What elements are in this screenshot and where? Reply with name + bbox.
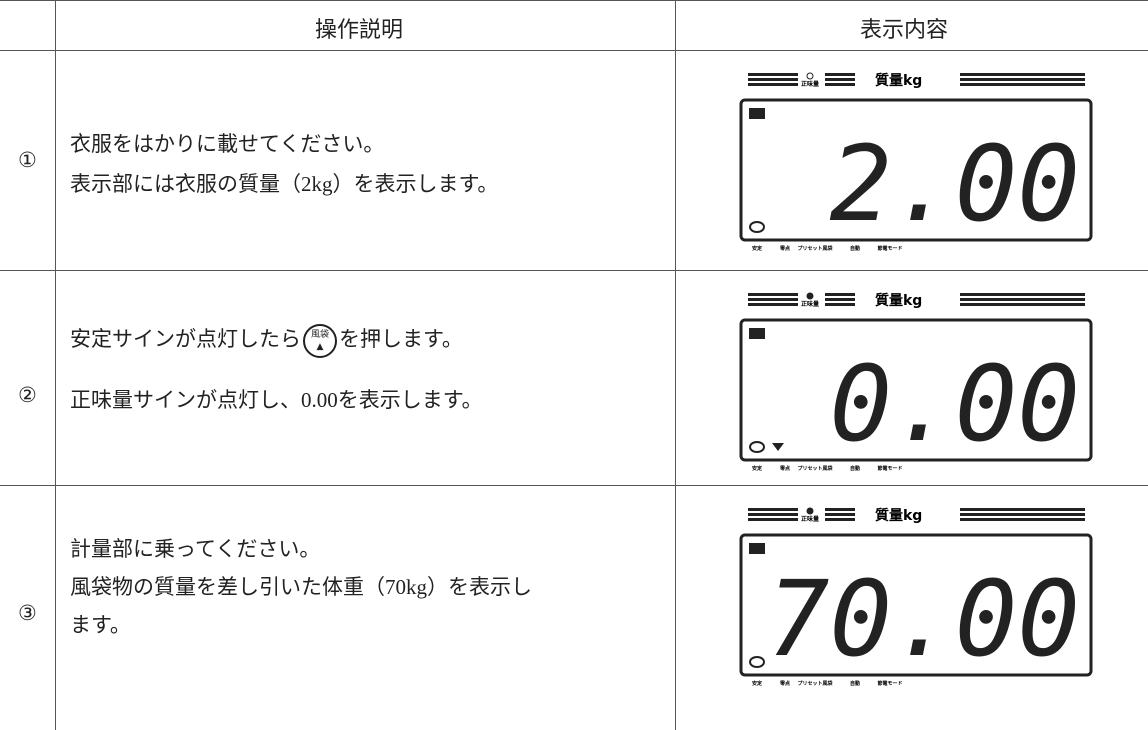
header-cell: 表示内容 <box>860 17 949 42</box>
net-indicator <box>806 507 814 515</box>
indicator-bar <box>960 518 1085 521</box>
indicator-bar <box>825 298 855 301</box>
indicator-bar <box>960 83 1085 86</box>
indicator-bar <box>748 73 798 76</box>
lcd-display: 正味量 質量kg 2.00 安定 零点 プリセット風袋 自動 節電モード <box>739 72 1093 252</box>
lcd-display: 正味量 質量kg 0.00 安定 零点 プリセット風袋 自動 節電モード <box>739 292 1093 472</box>
lcd-label: プリセット風袋 <box>797 680 833 687</box>
lcd-label: 質量kg <box>875 507 922 524</box>
lcd-display: 正味量 質量kg 70.00 安定 零点 プリセット風袋 自動 節電モード <box>739 507 1093 687</box>
row-border <box>0 0 1148 1</box>
indicator-bar <box>748 303 798 306</box>
net-indicator <box>806 72 814 80</box>
instruction-line: 正味量サインが点灯し、0.00を表示します。 <box>70 388 483 412</box>
instruction-line: 安定サインが点灯したら 風袋 ▲ を押します。 <box>70 323 463 359</box>
lcd-label: 節電モード <box>876 245 902 252</box>
indicator-bar <box>748 78 798 81</box>
lcd-reading: 2.00 <box>830 123 1080 245</box>
stable-indicator <box>749 441 765 453</box>
indicator-bar <box>960 78 1085 81</box>
indicator-bar <box>960 298 1085 301</box>
indicator-bar <box>748 513 798 516</box>
indicator-bar <box>960 73 1085 76</box>
lcd-label: 零点 <box>780 680 790 687</box>
indicator-bar <box>748 508 798 511</box>
lcd-frame <box>739 98 1093 242</box>
indicator-bar <box>960 303 1085 306</box>
instruction-line: 衣服をはかりに載せてください。 <box>70 132 385 156</box>
column-border <box>55 0 56 730</box>
indicator-bar <box>825 513 855 516</box>
lcd-label: 零点 <box>780 465 790 472</box>
column-border <box>675 0 676 730</box>
battery-icon <box>749 108 765 119</box>
lcd-frame <box>739 318 1093 462</box>
instruction-line: 表示部には衣服の質量（2kg）を表示します。 <box>70 172 499 196</box>
indicator-bar <box>748 518 798 521</box>
lcd-frame <box>739 533 1093 677</box>
indicator-bar <box>960 508 1085 511</box>
lcd-label: 安定 <box>752 465 762 472</box>
lcd-label: 正味量 <box>801 515 819 523</box>
stable-indicator <box>749 221 765 233</box>
indicator-bar <box>825 293 855 296</box>
indicator-bar <box>825 303 855 306</box>
instruction-line: ます。 <box>70 613 131 637</box>
row-border <box>0 270 1148 271</box>
indicator-bar <box>748 298 798 301</box>
button-label: 風袋 <box>310 330 329 341</box>
net-indicator <box>806 292 814 300</box>
lcd-reading: 70.00 <box>767 558 1080 680</box>
indicator-bar <box>825 78 855 81</box>
lcd-label: 正味量 <box>801 300 819 308</box>
lcd-label: 自動 <box>850 465 860 472</box>
tare-button-icon: 風袋 ▲ <box>303 324 337 359</box>
lcd-label: 質量kg <box>875 72 922 89</box>
lcd-label: 零点 <box>780 245 790 252</box>
lcd-label: 質量kg <box>875 292 922 309</box>
indicator-bar <box>960 513 1085 516</box>
indicator-bar <box>748 293 798 296</box>
tare-indicator <box>772 443 784 451</box>
lcd-label: 節電モード <box>876 465 902 472</box>
row-border <box>0 50 1148 51</box>
lcd-label: 安定 <box>752 680 762 687</box>
battery-icon <box>749 328 765 339</box>
instruction-line: 計量部に乗ってください。 <box>70 537 321 561</box>
row-border <box>0 485 1148 486</box>
step-number: ③ <box>18 601 37 625</box>
instruction-line: 風袋物の質量を差し引いた体重（70kg）を表示し <box>70 575 532 599</box>
indicator-bar <box>825 518 855 521</box>
indicator-bar <box>825 83 855 86</box>
indicator-bar <box>825 73 855 76</box>
step-number: ① <box>18 148 37 172</box>
step-number: ② <box>18 383 37 407</box>
lcd-label: 正味量 <box>801 80 819 88</box>
header-cell: 操作説明 <box>315 17 404 42</box>
stable-indicator <box>749 656 765 668</box>
lcd-reading: 0.00 <box>830 343 1080 465</box>
lcd-label: 節電モード <box>876 680 902 687</box>
battery-icon <box>749 543 765 554</box>
indicator-bar <box>748 83 798 86</box>
text: 安定サインが点灯したら <box>70 327 301 351</box>
lcd-label: 自動 <box>850 680 860 687</box>
text: を押します。 <box>339 327 463 351</box>
lcd-label: 安定 <box>752 245 762 252</box>
lcd-label: プリセット風袋 <box>797 465 833 472</box>
lcd-label: 自動 <box>850 245 860 252</box>
indicator-bar <box>825 508 855 511</box>
lcd-label: プリセット風袋 <box>797 245 833 252</box>
indicator-bar <box>960 293 1085 296</box>
